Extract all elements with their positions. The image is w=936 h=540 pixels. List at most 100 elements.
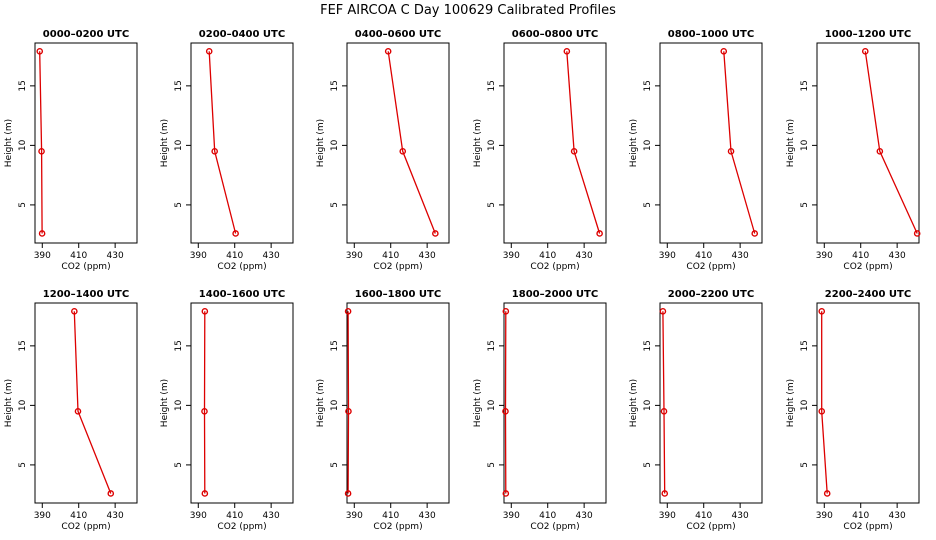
y-tick-label: 15 [18, 80, 28, 91]
profile-point [74, 408, 82, 415]
x-tick-label: 410 [695, 251, 712, 261]
panel-title: 0000–0200 UTC [43, 29, 129, 40]
x-tick-label: 410 [539, 251, 556, 261]
plot-frame [816, 302, 920, 504]
profile-point [823, 490, 831, 497]
x-tick-label: 390 [190, 511, 207, 521]
panel-title: 2000–2200 UTC [668, 289, 754, 300]
x-axis-label: CO2 (ppm) [686, 522, 735, 532]
x-tick-label: 390 [34, 511, 51, 521]
profile-panel: 1600–1800 UTC 390 410 430 5 10 15 CO2 (ppm) Heig… [316, 289, 450, 532]
panel-title: 1000–1200 UTC [825, 29, 911, 40]
y-tick-label: 10 [643, 399, 653, 411]
y-tick-label: 15 [487, 340, 497, 351]
profile-point [659, 308, 667, 315]
plot-frame [346, 302, 450, 504]
profile-point [720, 48, 728, 55]
y-axis-label: Height (m) [4, 119, 14, 167]
panel-title: 0200–0400 UTC [199, 29, 285, 40]
y-tick-label: 5 [174, 202, 184, 208]
profile-point [861, 48, 869, 55]
x-tick-label: 410 [382, 511, 399, 521]
x-tick-label: 390 [659, 251, 676, 261]
y-tick-label: 10 [174, 399, 184, 411]
profile-line [723, 51, 756, 234]
profile-point [818, 308, 826, 315]
profile-point [913, 230, 921, 237]
profile-panel: 0600–0800 UTC 390 410 430 5 10 15 CO2 (ppm) Heig… [473, 29, 607, 272]
panel-title: 1800–2000 UTC [512, 289, 598, 300]
y-tick-label: 15 [487, 80, 497, 91]
x-tick-label: 410 [382, 251, 399, 261]
x-tick-label: 390 [659, 511, 676, 521]
y-tick-label: 15 [800, 80, 810, 91]
profile-point [660, 408, 668, 415]
profile-point [38, 230, 46, 237]
x-tick-label: 410 [226, 251, 243, 261]
y-axis-label: Height (m) [786, 379, 796, 427]
y-tick-label: 5 [487, 462, 497, 468]
plot-frame [659, 302, 763, 504]
y-tick-label: 10 [800, 139, 810, 151]
y-tick-label: 5 [18, 462, 28, 468]
y-tick-label: 5 [643, 202, 653, 208]
x-axis-label: CO2 (ppm) [530, 262, 579, 272]
x-tick-label: 390 [346, 511, 363, 521]
y-tick-label: 15 [643, 80, 653, 91]
y-tick-label: 5 [18, 202, 28, 208]
profile-point [201, 490, 209, 497]
profile-point [876, 148, 884, 155]
y-tick-label: 15 [643, 340, 653, 351]
x-tick-label: 430 [419, 511, 436, 521]
profile-panel: 0200–0400 UTC 390 410 430 5 10 15 CO2 (ppm) Heig… [160, 29, 294, 272]
profile-line [566, 51, 601, 234]
profile-panel: 1200–1400 UTC 390 410 430 5 10 15 CO2 (ppm) Heig… [4, 289, 138, 532]
profile-point [201, 308, 209, 315]
x-tick-label: 390 [816, 251, 833, 261]
y-axis-label: Height (m) [473, 119, 483, 167]
x-tick-label: 390 [190, 251, 207, 261]
y-axis-label: Height (m) [316, 379, 326, 427]
x-axis-label: CO2 (ppm) [843, 262, 892, 272]
x-axis-label: CO2 (ppm) [373, 262, 422, 272]
y-tick-label: 10 [330, 139, 340, 151]
profile-point [661, 490, 669, 497]
panel-title: 0400–0600 UTC [355, 29, 441, 40]
x-tick-label: 430 [576, 511, 593, 521]
y-axis-label: Height (m) [4, 379, 14, 427]
x-tick-label: 390 [816, 511, 833, 521]
x-tick-label: 390 [503, 511, 520, 521]
profile-point [596, 230, 603, 237]
x-tick-label: 430 [107, 251, 124, 261]
profile-point [201, 408, 208, 415]
profile-point [211, 148, 218, 155]
profile-point [232, 230, 239, 237]
y-tick-label: 10 [18, 399, 28, 411]
y-axis-label: Height (m) [629, 119, 639, 167]
panel-title: 1600–1800 UTC [355, 289, 441, 300]
panel-title: 1400–1600 UTC [199, 289, 285, 300]
plot-frame [503, 302, 607, 504]
profile-panel: 2200–2400 UTC 390 410 430 5 10 15 CO2 (ppm) Heig… [786, 289, 920, 532]
plot-frame [346, 42, 450, 244]
x-tick-label: 410 [695, 511, 712, 521]
x-tick-label: 430 [732, 251, 749, 261]
profile-point [107, 490, 115, 497]
x-tick-label: 430 [107, 511, 124, 521]
profile-point [205, 48, 213, 55]
x-tick-label: 430 [576, 251, 593, 261]
plot-frame [190, 302, 294, 504]
panels-grid: 0000–0200 UTC 390 410 430 5 10 15 CO2 (ppm) Heig… [4, 29, 921, 532]
x-axis-label: CO2 (ppm) [843, 522, 892, 532]
profile-point [345, 408, 352, 415]
profile-point [384, 48, 392, 55]
y-tick-label: 10 [18, 139, 28, 151]
panel-title: 0600–0800 UTC [512, 29, 598, 40]
plot-frame [503, 42, 607, 244]
y-tick-label: 15 [800, 340, 810, 351]
x-axis-label: CO2 (ppm) [61, 262, 110, 272]
y-tick-label: 5 [800, 462, 810, 468]
profile-line [387, 51, 436, 234]
profile-point [570, 148, 578, 155]
profile-point [344, 490, 352, 497]
